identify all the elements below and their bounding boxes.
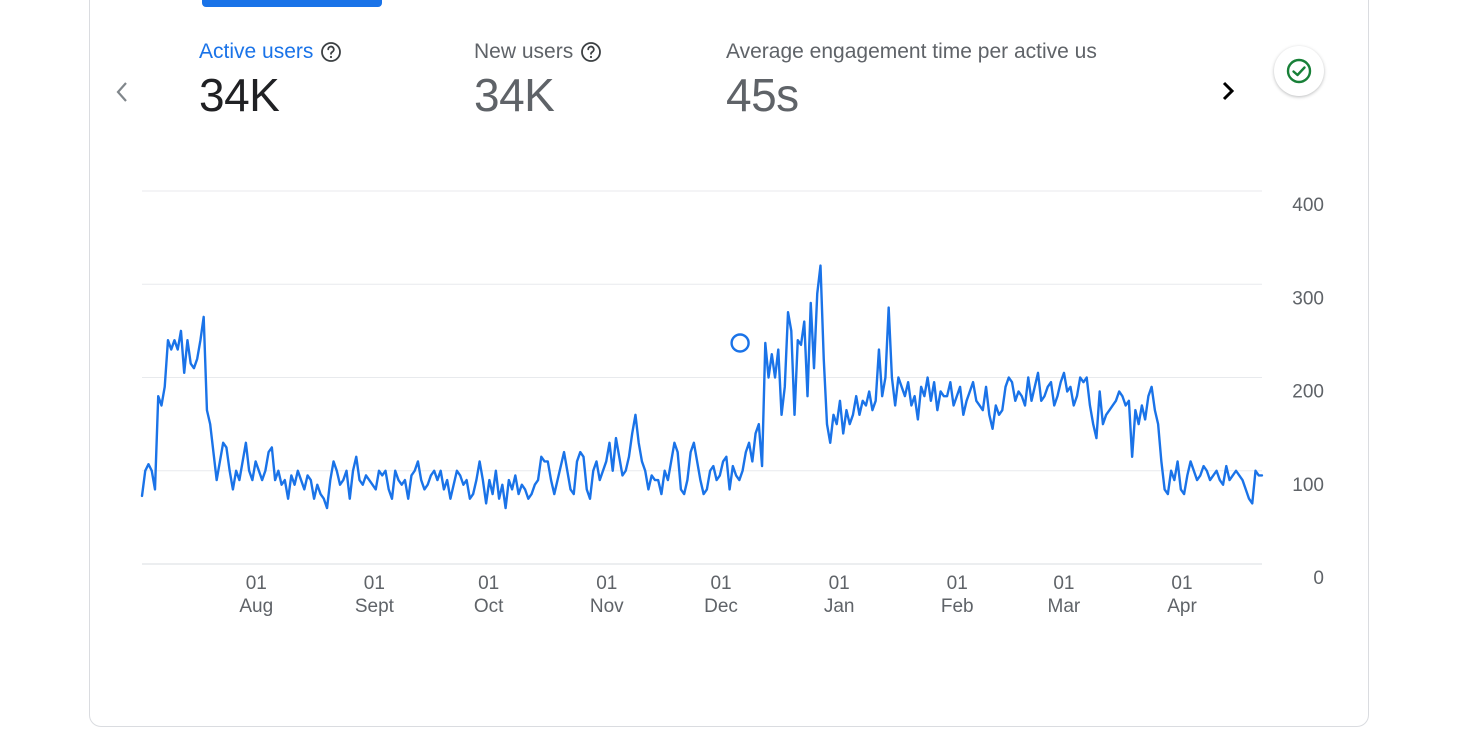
- check-circle-icon: [1286, 58, 1312, 84]
- chevron-left-icon: [116, 82, 127, 102]
- status-badge[interactable]: [1274, 46, 1324, 96]
- chevron-right-icon: [1222, 81, 1235, 101]
- metric-avg-engagement-time[interactable]: Average engagement time per active us 45…: [726, 40, 1196, 122]
- metric-value: 34K: [199, 69, 280, 121]
- metric-value: 34K: [474, 69, 555, 121]
- metric-label: Active users: [199, 40, 343, 64]
- metric-label: New users: [474, 40, 603, 64]
- help-circle-icon[interactable]: [579, 40, 603, 64]
- help-circle-icon[interactable]: [319, 40, 343, 64]
- next-metric-button[interactable]: [1212, 72, 1244, 110]
- metric-new-users[interactable]: New users 34K: [474, 40, 603, 122]
- metric-value: 45s: [726, 69, 799, 121]
- active-tab-indicator[interactable]: [202, 0, 382, 7]
- metric-label: Average engagement time per active us: [726, 40, 1097, 63]
- metric-active-users[interactable]: Active users 34K: [199, 40, 343, 122]
- prev-metric-button[interactable]: [108, 74, 136, 110]
